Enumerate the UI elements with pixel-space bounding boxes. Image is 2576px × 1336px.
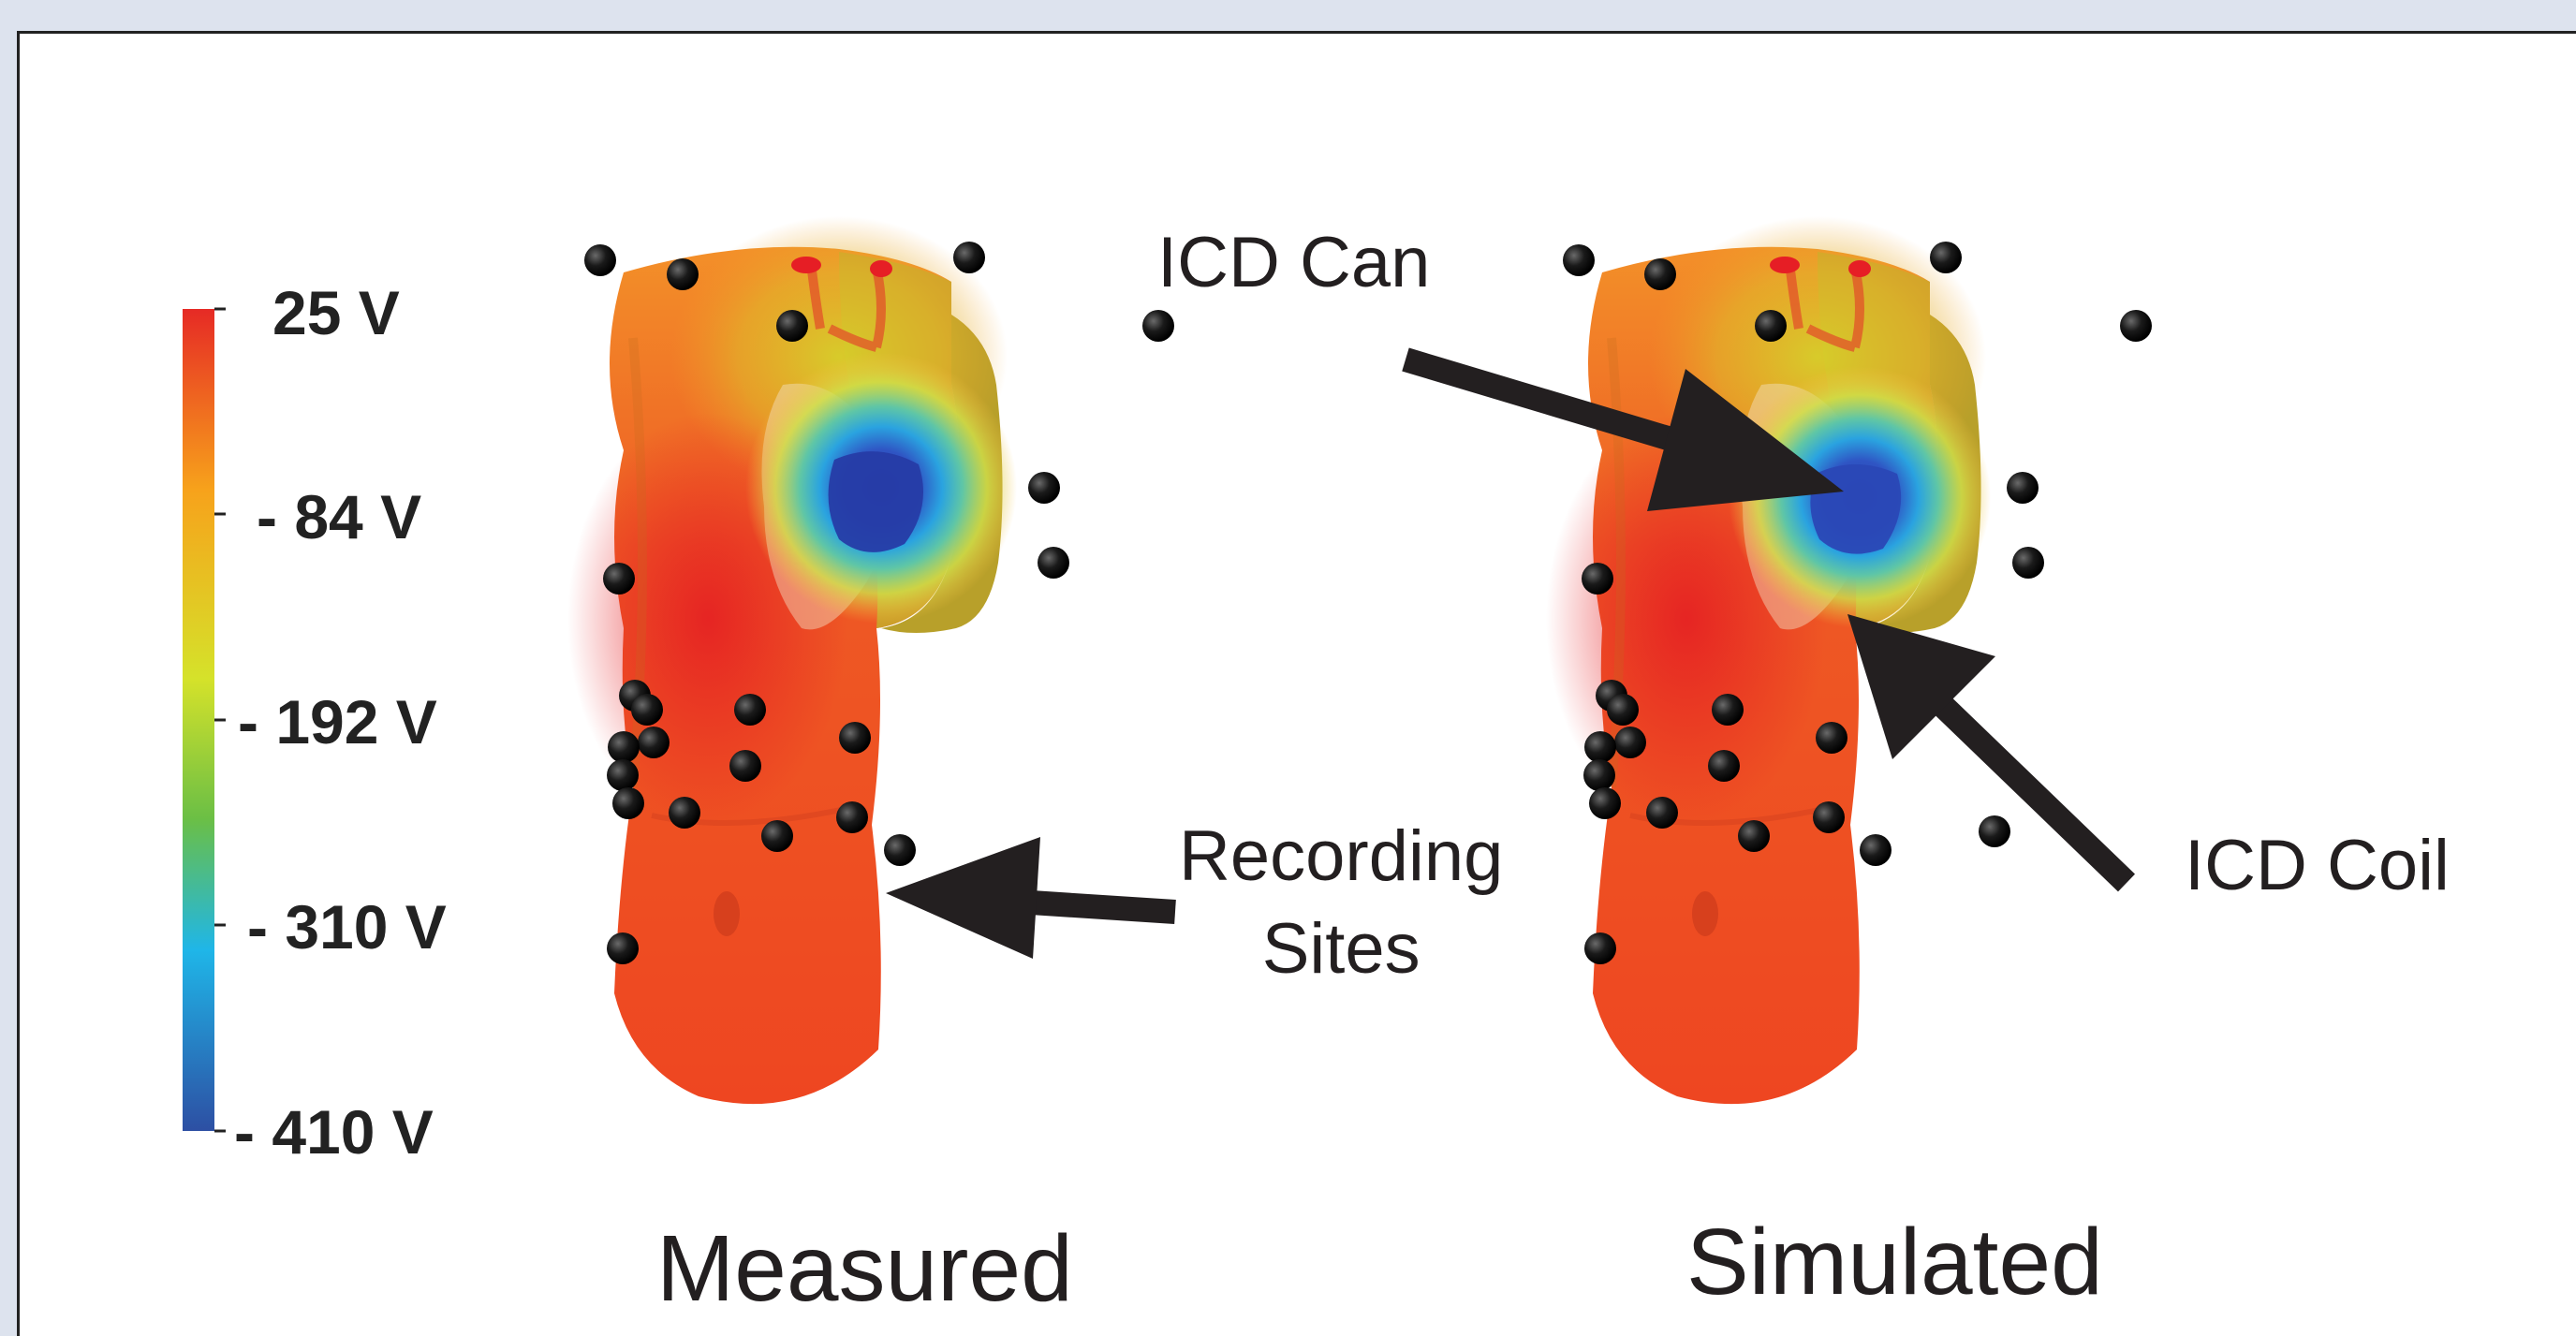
electrode <box>1755 310 1787 342</box>
electrode <box>612 787 644 819</box>
arrow-icd-can <box>1402 347 1844 511</box>
electrode <box>2007 472 2039 504</box>
electrode <box>669 797 700 829</box>
label-recording-line1: Recording <box>1179 816 1504 896</box>
label-recording-line2: Sites <box>1261 908 1420 989</box>
electrode <box>1712 694 1744 726</box>
electrode <box>1930 242 1962 273</box>
colorbar-label-3: - 192 V <box>238 687 437 756</box>
electrode <box>1644 258 1676 290</box>
electrode <box>729 750 761 782</box>
label-recording-sites: Recording Sites <box>1179 811 1503 996</box>
electrode <box>667 258 699 290</box>
panel-title-simulated: Simulated <box>1686 1210 2103 1314</box>
figure-canvas <box>183 34 2152 1133</box>
electrode <box>1646 797 1678 829</box>
electrode <box>836 801 868 833</box>
electrode <box>607 759 639 791</box>
arrow-icd-coil <box>1847 614 2136 892</box>
colorbar <box>183 307 226 1133</box>
electrode <box>607 932 639 964</box>
electrode <box>1738 820 1770 852</box>
label-icd-can: ICD Can <box>1157 223 1431 302</box>
electrode <box>1708 750 1740 782</box>
electrode <box>1584 932 1616 964</box>
electrode <box>776 310 808 342</box>
electrode <box>884 834 916 866</box>
colorbar-label-min: - 410 V <box>234 1097 434 1167</box>
recording-sites-measured <box>584 242 1174 964</box>
panel-title-measured: Measured <box>656 1216 1073 1321</box>
electrode <box>2120 310 2152 342</box>
figure-frame: 25 V - 84 V - 192 V - 310 V - 410 V ICD … <box>17 31 2576 1336</box>
recording-sites-simulated <box>1563 242 2152 964</box>
electrode <box>1979 815 2010 847</box>
electrode <box>1607 694 1639 726</box>
electrode <box>1583 759 1615 791</box>
colorbar-label-2: - 84 V <box>257 482 422 551</box>
arrow-recording-sites <box>886 837 1176 959</box>
electrode <box>1038 547 1069 579</box>
electrode <box>1028 472 1060 504</box>
colorbar-label-max: 25 V <box>272 278 400 347</box>
electrode <box>1582 563 1613 595</box>
label-icd-coil: ICD Coil <box>2185 826 2450 905</box>
electrode <box>1816 722 1847 754</box>
electrode <box>603 563 635 595</box>
electrode <box>1860 834 1892 866</box>
electrode <box>1584 731 1616 763</box>
colorbar-gradient <box>183 309 214 1131</box>
electrode <box>584 244 616 276</box>
electrode <box>839 722 871 754</box>
electrode <box>608 731 640 763</box>
electrode <box>638 727 670 758</box>
electrode <box>1813 801 1845 833</box>
colorbar-label-4: - 310 V <box>247 892 447 962</box>
electrode <box>631 694 663 726</box>
electrode <box>2012 547 2044 579</box>
electrode <box>1614 727 1646 758</box>
electrode <box>1589 787 1621 819</box>
electrode <box>1142 310 1174 342</box>
electrode <box>953 242 985 273</box>
electrode <box>761 820 793 852</box>
electrode <box>1563 244 1595 276</box>
torso-measured <box>567 216 1017 1104</box>
electrode <box>734 694 766 726</box>
